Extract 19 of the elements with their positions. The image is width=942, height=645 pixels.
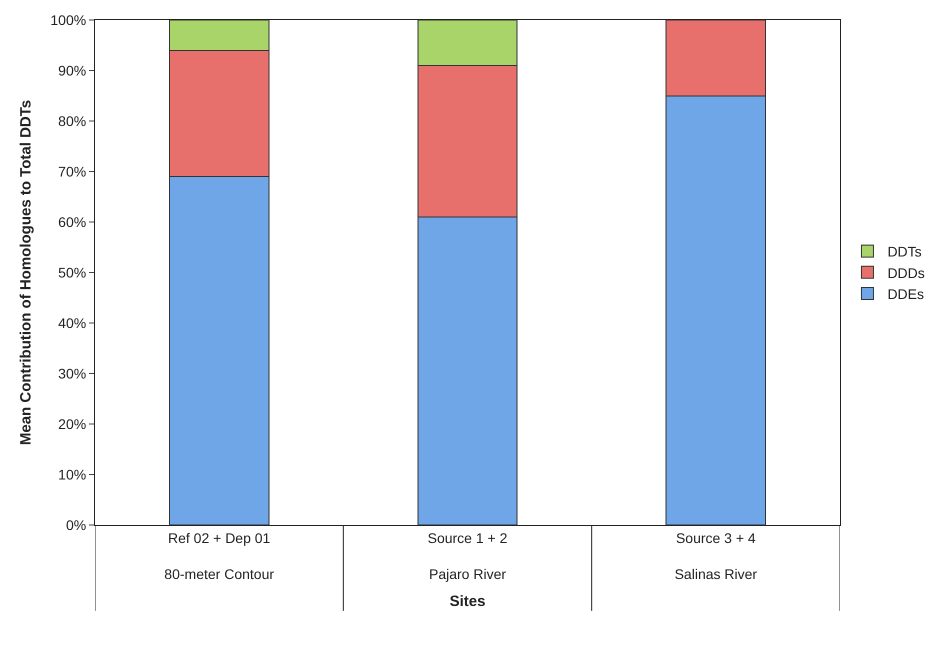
y-tick-label: 30% <box>58 365 86 382</box>
y-tick-label: 80% <box>58 112 86 129</box>
y-tick-label: 20% <box>58 416 86 432</box>
y-tick-label: 60% <box>58 214 86 230</box>
category-label: Source 1 + 2 Pajaro River <box>428 530 508 582</box>
x-axis-title: Sites <box>450 593 486 610</box>
y-tick-label: 70% <box>58 163 86 180</box>
y-axis-title: Mean Contribution of Homologues to Total DDTs <box>18 100 35 446</box>
y-tick-label: 0% <box>66 516 86 533</box>
y-tick-label: 100% <box>50 12 86 28</box>
legend-label: DDEs <box>887 286 924 302</box>
legend-label: DDDs <box>887 264 925 281</box>
legend-label: DDTs <box>887 244 922 260</box>
y-tick-label: 40% <box>58 314 86 331</box>
y-tick-label: 50% <box>58 264 86 280</box>
y-tick-label: 10% <box>58 466 86 482</box>
category-label: Source 3 + 4 Salinas River <box>674 530 758 582</box>
y-tick-label: 90% <box>58 62 86 78</box>
category-label: Ref 02 + Dep 01 80-meter Contour <box>164 530 274 582</box>
